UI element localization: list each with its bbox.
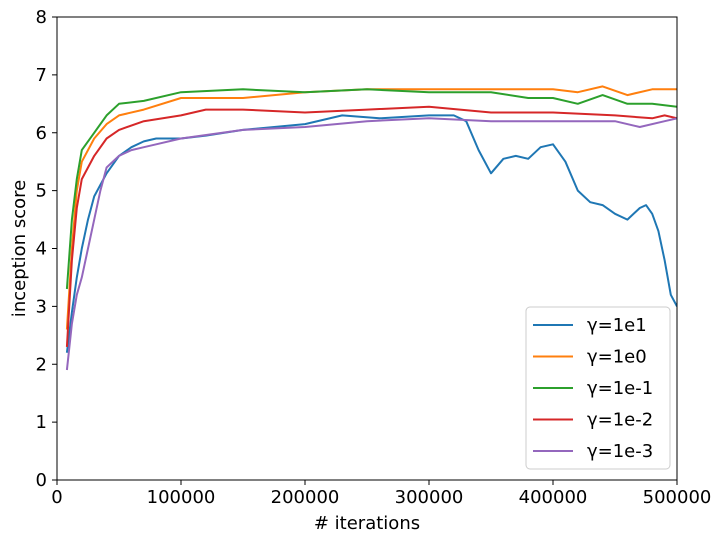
x-tick-label: 300000 [395, 487, 464, 508]
y-tick-label: 4 [36, 239, 47, 260]
legend-label-4: γ=1e-3 [587, 441, 653, 462]
series-line-3 [65, 105, 677, 347]
x-tick-label: 500000 [643, 487, 712, 508]
legend: γ=1e1 γ=1e0 γ=1e-1 γ=1e-2 γ=1e-3 [525, 306, 671, 470]
x-tick-label: 0 [51, 487, 62, 508]
y-tick-label: 2 [36, 354, 47, 375]
y-tick-label: 5 [36, 181, 47, 202]
legend-label-3: γ=1e-2 [587, 410, 653, 431]
x-axis-label: # iterations [314, 513, 420, 534]
series-line-0 [65, 114, 677, 353]
y-tick-label: 7 [36, 65, 47, 86]
legend-label-2: γ=1e-1 [587, 378, 653, 399]
legend-label-1: γ=1e0 [587, 347, 647, 368]
y-tick-label: 0 [36, 470, 47, 491]
x-tick-label: 400000 [519, 487, 588, 508]
y-tick-label: 8 [36, 7, 47, 28]
legend-label-0: γ=1e1 [587, 315, 647, 336]
y-tick-label: 1 [36, 412, 47, 433]
series-line-2 [65, 88, 677, 290]
y-axis-ticks: 0 1 2 3 4 5 6 7 8 [36, 7, 57, 491]
x-tick-label: 100000 [147, 487, 216, 508]
x-tick-label: 200000 [271, 487, 340, 508]
series-line-4 [65, 117, 677, 371]
y-tick-label: 6 [36, 123, 47, 144]
legend-box [525, 306, 671, 470]
y-tick-label: 3 [36, 296, 47, 317]
y-axis-label: inception score [9, 180, 30, 317]
series-lines [65, 85, 677, 371]
series-line-1 [65, 85, 677, 330]
x-axis-ticks: 0 100000 200000 300000 400000 500000 [51, 480, 711, 508]
